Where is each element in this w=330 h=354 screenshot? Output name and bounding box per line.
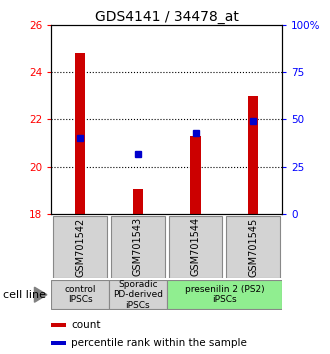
- Bar: [248, 96, 258, 214]
- Text: GSM701543: GSM701543: [133, 217, 143, 276]
- Bar: [167, 280, 282, 309]
- Polygon shape: [34, 287, 47, 302]
- Text: cell line: cell line: [3, 290, 46, 300]
- Text: Sporadic
PD-derived
iPSCs: Sporadic PD-derived iPSCs: [113, 280, 163, 310]
- Bar: [111, 216, 165, 278]
- Text: percentile rank within the sample: percentile rank within the sample: [71, 338, 247, 348]
- Bar: [133, 189, 143, 214]
- Bar: [190, 136, 201, 214]
- Bar: [226, 216, 280, 278]
- Text: count: count: [71, 320, 100, 330]
- Text: presenilin 2 (PS2)
iPSCs: presenilin 2 (PS2) iPSCs: [184, 285, 264, 304]
- Bar: [75, 53, 85, 214]
- Bar: [109, 280, 167, 309]
- Text: GSM701542: GSM701542: [75, 217, 85, 276]
- Bar: [53, 216, 107, 278]
- Bar: [51, 341, 66, 345]
- Text: GSM701545: GSM701545: [248, 217, 258, 276]
- Text: control
IPSCs: control IPSCs: [64, 285, 96, 304]
- Bar: [51, 323, 66, 327]
- Text: GSM701544: GSM701544: [190, 217, 201, 276]
- Bar: [169, 216, 222, 278]
- Title: GDS4141 / 34478_at: GDS4141 / 34478_at: [95, 10, 239, 24]
- Bar: [51, 280, 109, 309]
